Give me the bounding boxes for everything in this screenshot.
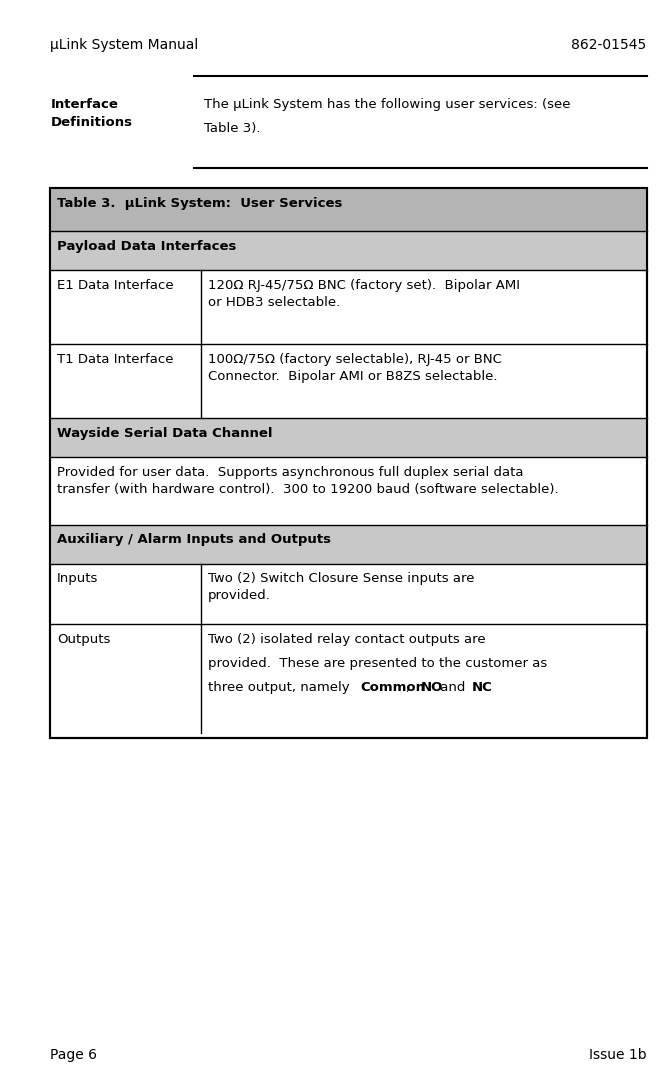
- Text: Table 3).: Table 3).: [204, 122, 261, 135]
- Text: three output, namely: three output, namely: [208, 681, 354, 694]
- Text: Common: Common: [360, 681, 425, 694]
- Text: 862-01545: 862-01545: [572, 38, 647, 52]
- Text: provided.  These are presented to the customer as: provided. These are presented to the cus…: [208, 657, 547, 670]
- Text: Issue 1b: Issue 1b: [589, 1048, 647, 1062]
- Bar: [50, 188, 647, 738]
- Bar: [50, 231, 647, 270]
- Text: ,: ,: [406, 681, 414, 694]
- Text: μLink System Manual: μLink System Manual: [50, 38, 198, 52]
- Text: E1 Data Interface: E1 Data Interface: [57, 279, 174, 292]
- Text: Two (2) isolated relay contact outputs are: Two (2) isolated relay contact outputs a…: [208, 633, 485, 646]
- Text: .: .: [487, 681, 491, 694]
- Text: NO: NO: [420, 681, 443, 694]
- Text: Page 6: Page 6: [50, 1048, 97, 1062]
- Text: 120Ω RJ-45/75Ω BNC (factory set).  Bipolar AMI
or HDB3 selectable.: 120Ω RJ-45/75Ω BNC (factory set). Bipola…: [208, 279, 520, 310]
- Text: Payload Data Interfaces: Payload Data Interfaces: [57, 240, 237, 253]
- Text: The μLink System has the following user services: (see: The μLink System has the following user …: [204, 98, 571, 111]
- Text: Inputs: Inputs: [57, 572, 98, 585]
- Text: Two (2) Switch Closure Sense inputs are
provided.: Two (2) Switch Closure Sense inputs are …: [208, 572, 474, 603]
- Bar: [50, 418, 647, 457]
- Text: Interface
Definitions: Interface Definitions: [50, 98, 132, 129]
- Text: Wayside Serial Data Channel: Wayside Serial Data Channel: [57, 427, 273, 440]
- Text: Auxiliary / Alarm Inputs and Outputs: Auxiliary / Alarm Inputs and Outputs: [57, 533, 331, 546]
- Text: and: and: [436, 681, 469, 694]
- Text: NC: NC: [472, 681, 492, 694]
- Bar: [50, 525, 647, 564]
- Bar: [50, 188, 647, 738]
- Text: T1 Data Interface: T1 Data Interface: [57, 353, 174, 366]
- Text: Provided for user data.  Supports asynchronous full duplex serial data
transfer : Provided for user data. Supports asynchr…: [57, 466, 559, 496]
- Text: Table 3.  μLink System:  User Services: Table 3. μLink System: User Services: [57, 197, 342, 210]
- Text: Outputs: Outputs: [57, 633, 111, 646]
- Text: 100Ω/75Ω (factory selectable), RJ-45 or BNC
Connector.  Bipolar AMI or B8ZS sele: 100Ω/75Ω (factory selectable), RJ-45 or …: [208, 353, 502, 383]
- Bar: [50, 188, 647, 231]
